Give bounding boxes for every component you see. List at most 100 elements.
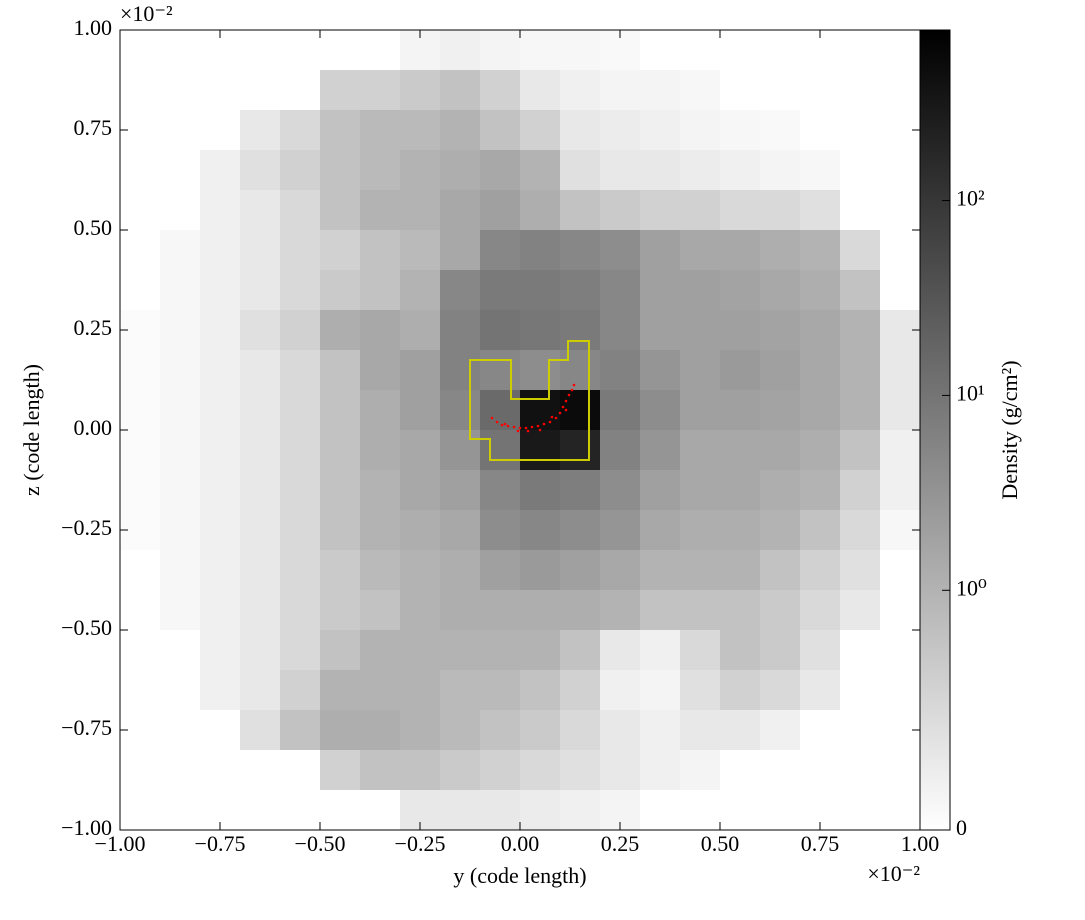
heatmap-cell bbox=[560, 750, 601, 791]
x-tick-label: 1.00 bbox=[901, 831, 940, 856]
heatmap-cell bbox=[160, 350, 201, 391]
heatmap-cell bbox=[360, 670, 401, 711]
heatmap-cell bbox=[720, 430, 761, 471]
heatmap-cell bbox=[440, 150, 481, 191]
heatmap-cell bbox=[400, 470, 441, 511]
heatmap-cell bbox=[320, 390, 361, 431]
heatmap-cell bbox=[560, 590, 601, 631]
heatmap-cell bbox=[440, 550, 481, 591]
heatmap-cell bbox=[520, 630, 561, 671]
heatmap-cell bbox=[360, 310, 401, 351]
heatmap-cell bbox=[560, 270, 601, 311]
heatmap-cell bbox=[880, 590, 921, 631]
heatmap-cell bbox=[760, 310, 801, 351]
heatmap-cell bbox=[600, 630, 641, 671]
colorbar-tick-label: 10⁰ bbox=[956, 575, 987, 600]
heatmap-cell bbox=[560, 790, 601, 831]
heatmap-cell bbox=[760, 470, 801, 511]
heatmap-cell bbox=[840, 790, 881, 831]
heatmap-cell bbox=[440, 510, 481, 551]
heatmap-cell bbox=[280, 350, 321, 391]
heatmap-cell bbox=[480, 790, 521, 831]
heatmap-cell bbox=[240, 430, 281, 471]
heatmap-cell bbox=[720, 390, 761, 431]
heatmap-cell bbox=[240, 510, 281, 551]
heatmap-cell bbox=[440, 110, 481, 151]
heatmap-cell bbox=[720, 510, 761, 551]
heatmap-cell bbox=[800, 550, 841, 591]
heatmap-cell bbox=[120, 670, 161, 711]
heatmap-cell bbox=[800, 710, 841, 751]
heatmap-cell bbox=[440, 790, 481, 831]
heatmap-cell bbox=[240, 110, 281, 151]
heatmap-cell bbox=[880, 30, 921, 71]
particle bbox=[561, 405, 565, 409]
particle bbox=[542, 422, 546, 426]
heatmap-cell bbox=[360, 350, 401, 391]
heatmap-cell bbox=[840, 430, 881, 471]
heatmap-cell bbox=[280, 190, 321, 231]
y-tick-label: −0.25 bbox=[61, 515, 112, 540]
heatmap-cell bbox=[520, 190, 561, 231]
heatmap-cell bbox=[640, 790, 681, 831]
colorbar-label: Density (g/cm²) bbox=[997, 360, 1022, 499]
heatmap-cell bbox=[640, 550, 681, 591]
heatmap-cell bbox=[400, 750, 441, 791]
heatmap-cell bbox=[320, 550, 361, 591]
heatmap-cell bbox=[400, 110, 441, 151]
colorbar-tick-label: 10² bbox=[956, 186, 985, 211]
heatmap-cell bbox=[880, 190, 921, 231]
heatmap-cell bbox=[520, 430, 561, 471]
heatmap-cell bbox=[560, 190, 601, 231]
heatmap-cell bbox=[480, 230, 521, 271]
heatmap-cell bbox=[400, 310, 441, 351]
x-tick-label: 0.50 bbox=[701, 831, 740, 856]
heatmap-cell bbox=[720, 550, 761, 591]
heatmap-cell bbox=[800, 110, 841, 151]
heatmap-cell bbox=[120, 150, 161, 191]
heatmap-cell bbox=[240, 350, 281, 391]
heatmap-cell bbox=[240, 550, 281, 591]
heatmap-cell bbox=[400, 430, 441, 471]
heatmap-cell bbox=[360, 70, 401, 111]
heatmap-cell bbox=[680, 390, 721, 431]
heatmap-cell bbox=[680, 230, 721, 271]
heatmap-cell bbox=[680, 710, 721, 751]
heatmap-cell bbox=[880, 150, 921, 191]
x-tick-label: 0.00 bbox=[501, 831, 540, 856]
overlay bbox=[469, 340, 590, 461]
heatmap-cell bbox=[400, 270, 441, 311]
heatmap-cell bbox=[320, 590, 361, 631]
heatmap-cell bbox=[680, 510, 721, 551]
heatmap-cell bbox=[600, 590, 641, 631]
heatmap-cell bbox=[400, 630, 441, 671]
heatmap-cell bbox=[640, 470, 681, 511]
particle bbox=[538, 428, 542, 432]
heatmap-cell bbox=[800, 750, 841, 791]
heatmap-cell bbox=[360, 30, 401, 71]
heatmap-cell bbox=[720, 790, 761, 831]
heatmap-cell bbox=[480, 150, 521, 191]
heatmap-cell bbox=[760, 110, 801, 151]
heatmap-cell bbox=[760, 750, 801, 791]
heatmap-cell bbox=[400, 710, 441, 751]
heatmap-cell bbox=[160, 30, 201, 71]
heatmap-cell bbox=[160, 150, 201, 191]
y-tick-label: 0.25 bbox=[74, 315, 113, 340]
heatmap-cell bbox=[640, 190, 681, 231]
heatmap-cell bbox=[800, 430, 841, 471]
heatmap-cell bbox=[720, 750, 761, 791]
heatmap-cell bbox=[640, 150, 681, 191]
heatmap-cell bbox=[600, 110, 641, 151]
particle bbox=[564, 408, 568, 412]
heatmap-cell bbox=[200, 510, 241, 551]
x-tick-label: −0.75 bbox=[195, 831, 246, 856]
heatmap-cell bbox=[240, 390, 281, 431]
heatmap-cell bbox=[320, 30, 361, 71]
heatmap-cell bbox=[520, 790, 561, 831]
heatmap-cell bbox=[240, 630, 281, 671]
heatmap-cell bbox=[360, 430, 401, 471]
heatmap-cell bbox=[160, 110, 201, 151]
heatmap-cell bbox=[400, 190, 441, 231]
heatmap-cell bbox=[640, 750, 681, 791]
